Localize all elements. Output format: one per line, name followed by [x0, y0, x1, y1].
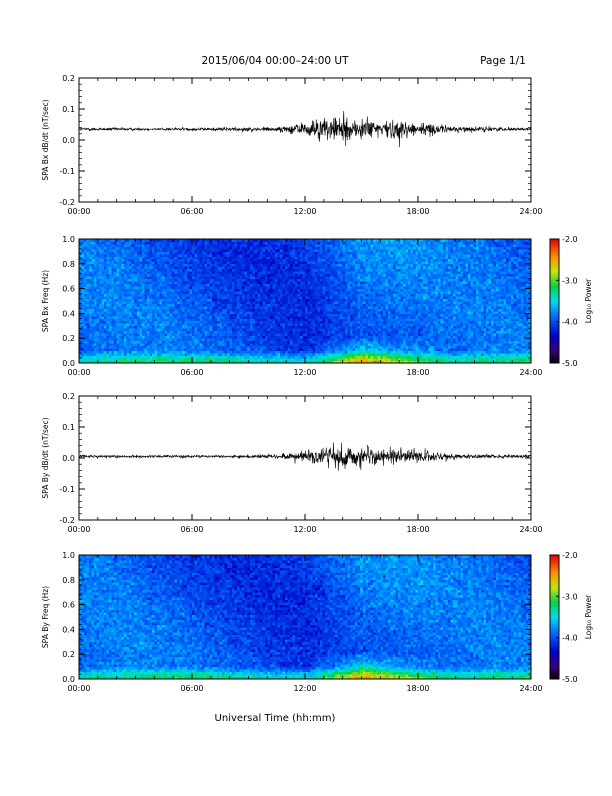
x-tick-label: 24:00 [519, 368, 542, 377]
x-tick-label: 06:00 [180, 207, 203, 216]
data-trace [79, 111, 531, 147]
y-tick-label: 0.2 [62, 334, 75, 343]
y-tick-label: 0.4 [62, 625, 75, 634]
plot-frame [79, 396, 531, 520]
spectrogram-panel: -2.0 -3.0 -4.0 -5.0 Log₁₀ Power 00:00 06:00 12:… [41, 235, 593, 377]
x-axis-title: Universal Time (hh:mm) [215, 713, 336, 724]
x-tick-label: 18:00 [406, 207, 429, 216]
spectrogram-panel: -2.0 -3.0 -4.0 -5.0 Log₁₀ Power 00:00 06:00 12:… [41, 551, 593, 693]
y-tick-label: -0.2 [59, 198, 75, 207]
y-tick-label: 0.2 [62, 74, 75, 83]
page-indicator: Page 1/1 [480, 55, 526, 67]
report-title: 2015/06/04 00:00–24:00 UT [201, 55, 349, 67]
x-tick-label: 00:00 [67, 525, 90, 534]
y-tick-label: 0.0 [62, 454, 75, 463]
y-tick-label: -0.1 [59, 167, 75, 176]
y-tick-label: 0.0 [62, 359, 75, 368]
y-tick-label: -0.1 [59, 485, 75, 494]
timeseries-panel: 00:00 06:00 12:00 18:00 24:00 -0.2 -0.1 0.0 0.1 0… [41, 74, 543, 216]
y-axis-label: SPA By dB/dt (nT/sec) [41, 417, 50, 498]
y-tick-label: 1.0 [62, 551, 75, 560]
x-tick-label: 18:00 [406, 684, 429, 693]
x-tick-label: 00:00 [67, 684, 90, 693]
y-tick-label: 0.0 [62, 136, 75, 145]
x-tick-label: 00:00 [67, 207, 90, 216]
colorbar-label: Log₁₀ Power [584, 594, 593, 639]
colorbar-tick-label: -5.0 [562, 359, 578, 368]
x-tick-label: 24:00 [519, 525, 542, 534]
colorbar-tick-label: -3.0 [562, 592, 578, 601]
colorbar [550, 555, 559, 679]
y-axis-label: SPA Bx dB/dt (nT/sec) [41, 99, 50, 180]
colorbar-tick-label: -2.0 [562, 235, 578, 244]
x-tick-label: 18:00 [406, 368, 429, 377]
colorbar-label: Log₁₀ Power [584, 278, 593, 323]
x-tick-label: 12:00 [293, 525, 316, 534]
colorbar-tick-label: -2.0 [562, 551, 578, 560]
y-tick-label: 0.8 [62, 260, 75, 269]
x-tick-label: 12:00 [293, 368, 316, 377]
plot-frame [79, 78, 531, 202]
y-axis-label: SPA By Freq (Hz) [41, 586, 50, 648]
y-tick-label: 0.1 [62, 105, 75, 114]
timeseries-panel: 00:00 06:00 12:00 18:00 24:00 -0.2 -0.1 0.0 0.1 0… [41, 392, 543, 534]
y-axis-label: SPA Bx Freq (Hz) [41, 270, 50, 332]
y-tick-label: 0.0 [62, 675, 75, 684]
y-tick-label: 0.8 [62, 576, 75, 585]
spectrogram-cells [79, 239, 531, 363]
chart-panels: 00:00 06:00 12:00 18:00 24:00 -0.2 -0.1 0.0 0.1 0… [41, 74, 593, 693]
y-tick-label: 0.6 [62, 601, 75, 610]
y-tick-label: 0.6 [62, 285, 75, 294]
x-tick-label: 06:00 [180, 525, 203, 534]
colorbar-tick-label: -4.0 [562, 634, 578, 643]
x-tick-label: 00:00 [67, 368, 90, 377]
x-tick-label: 12:00 [293, 684, 316, 693]
spectrogram-cells [79, 555, 531, 679]
y-tick-label: 0.2 [62, 392, 75, 401]
data-trace [79, 442, 531, 470]
x-tick-label: 12:00 [293, 207, 316, 216]
x-tick-label: 24:00 [519, 207, 542, 216]
colorbar-tick-label: -3.0 [562, 276, 578, 285]
y-tick-label: 0.2 [62, 650, 75, 659]
y-tick-label: 1.0 [62, 235, 75, 244]
x-tick-label: 06:00 [180, 684, 203, 693]
y-tick-label: 0.1 [62, 423, 75, 432]
y-tick-label: -0.2 [59, 516, 75, 525]
y-tick-label: 0.4 [62, 309, 75, 318]
colorbar-tick-label: -4.0 [562, 318, 578, 327]
x-tick-label: 18:00 [406, 525, 429, 534]
colorbar-tick-label: -5.0 [562, 675, 578, 684]
x-tick-label: 24:00 [519, 684, 542, 693]
x-tick-label: 06:00 [180, 368, 203, 377]
colorbar [550, 239, 559, 363]
